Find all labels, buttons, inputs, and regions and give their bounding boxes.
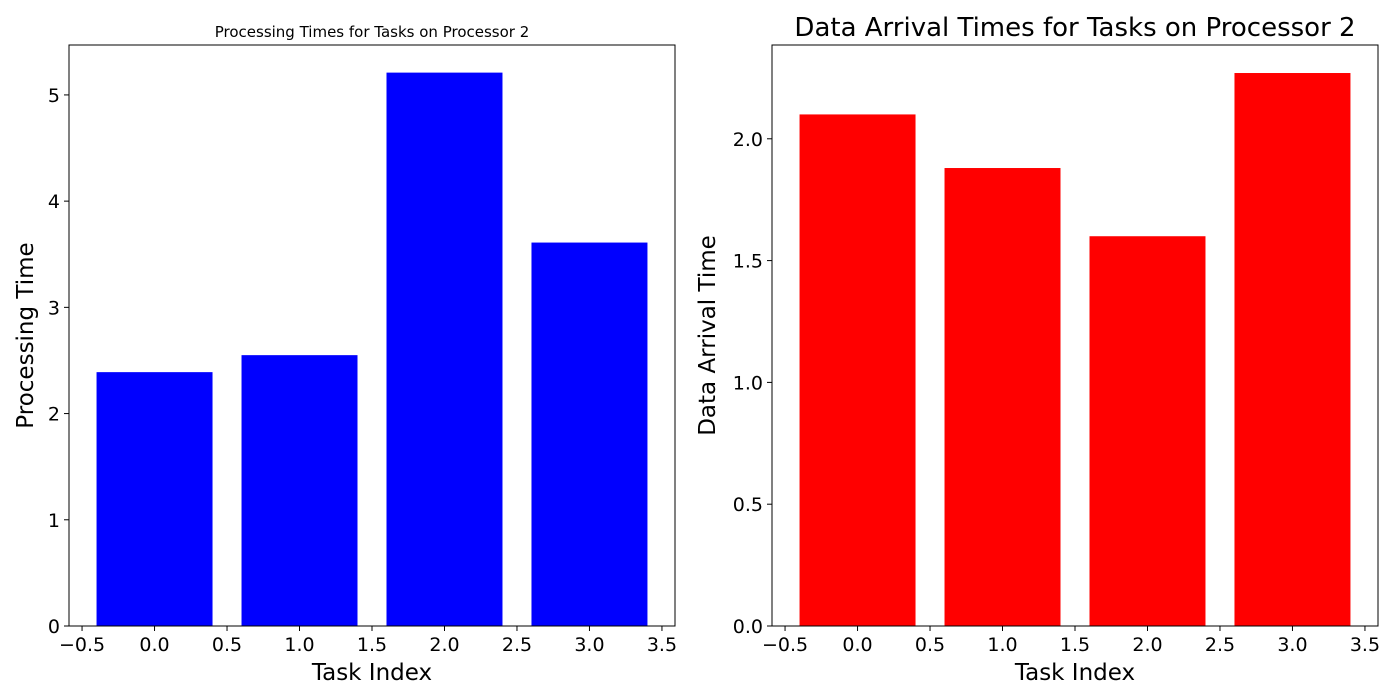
bar-task-0	[96, 372, 213, 626]
y-tick-label: 1	[48, 510, 60, 532]
x-tick-label: 1.0	[987, 634, 1017, 656]
chart-2: −0.5 0.0 0.5 1.0 1.5 2.0 2.5 3.0 3.50.00.51.01.5…	[695, 13, 1380, 686]
y-tick-label: 4	[48, 191, 60, 213]
x-tick-label: 1.0	[284, 634, 314, 656]
y-tick-label: 2.0	[733, 129, 763, 151]
y-tick-label: 5	[48, 85, 60, 107]
x-tick-label: 3.0	[574, 634, 604, 656]
x-tick-label: −0.5	[762, 634, 808, 656]
y-tick-label: 0.0	[733, 616, 763, 638]
y-tick-label: 0.5	[733, 494, 763, 516]
y-tick-label: 1.0	[733, 372, 763, 394]
chart-title: Processing Times for Tasks on Processor …	[215, 23, 530, 41]
y-axis-label: Data Arrival Time	[695, 235, 721, 436]
y-tick-label: 1.5	[733, 251, 763, 273]
y-tick-label: 0	[48, 616, 60, 638]
x-tick-label: 3.0	[1277, 634, 1307, 656]
x-axis-label: Task Index	[311, 660, 432, 686]
x-tick-label: 0.5	[915, 634, 945, 656]
x-axis-label: Task Index	[1014, 660, 1135, 686]
x-tick-label: 2.0	[429, 634, 459, 656]
chart-1: −0.5 0.0 0.5 1.0 1.5 2.0 2.5 3.0 3.5 0 1 2 3 4 5 Proces…	[13, 23, 677, 686]
x-tick-label: 2.5	[502, 634, 532, 656]
bar-task-1	[241, 355, 358, 626]
x-tick-label: 2.5	[1205, 634, 1235, 656]
x-tick-label: 1.5	[1060, 634, 1090, 656]
y-axis-label: Processing Time	[13, 242, 39, 428]
bar-task-2	[1089, 236, 1206, 627]
y-tick-label: 2	[48, 404, 60, 426]
x-tick-label: −0.5	[59, 634, 105, 656]
x-tick-label: 0.5	[212, 634, 242, 656]
bar-task-3	[1234, 73, 1351, 627]
x-tick-label: 1.5	[357, 634, 387, 656]
x-tick-label: 2.0	[1132, 634, 1162, 656]
bar-task-3	[531, 242, 648, 626]
x-tick-label: 3.5	[647, 634, 677, 656]
bar-task-1	[944, 168, 1061, 626]
y-tick-label: 3	[48, 297, 60, 319]
bar-task-0	[799, 114, 916, 626]
x-tick-label: 0.0	[842, 634, 872, 656]
x-tick-label: 3.5	[1350, 634, 1380, 656]
x-tick-label: 0.0	[139, 634, 169, 656]
chart-title: Data Arrival Times for Tasks on Processo…	[794, 13, 1355, 43]
bar-task-2	[386, 72, 503, 626]
